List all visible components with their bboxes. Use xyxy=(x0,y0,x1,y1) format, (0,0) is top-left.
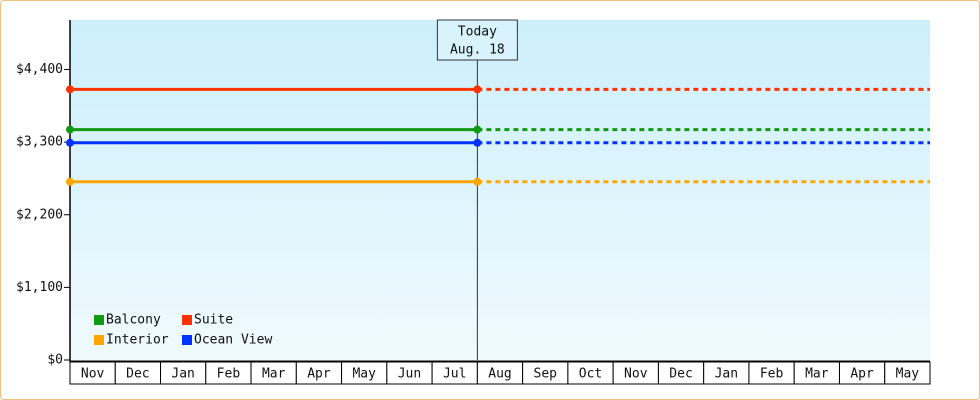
x-tick-label: Apr xyxy=(307,367,331,382)
x-tick-label: Feb xyxy=(760,367,784,382)
x-tick-label: Nov xyxy=(624,367,648,382)
today-label: Today xyxy=(458,25,497,40)
x-tick-label: May xyxy=(352,367,376,382)
point xyxy=(473,125,482,134)
legend-swatch xyxy=(94,315,104,325)
point xyxy=(66,177,74,186)
point xyxy=(473,85,482,94)
x-tick-label: Jul xyxy=(443,367,466,382)
y-tick-label: $4,400 xyxy=(16,62,63,77)
x-tick-label: Sep xyxy=(534,367,558,382)
today-box xyxy=(436,19,518,61)
y-tick-label: $0 xyxy=(47,353,63,368)
legend-swatch xyxy=(94,335,104,345)
x-tick-label: Dec xyxy=(126,367,149,382)
x-tick-label: Jan xyxy=(715,367,738,382)
x-cell xyxy=(884,361,931,385)
x-tick-label: Dec xyxy=(669,367,692,382)
plot-area xyxy=(70,20,930,360)
point xyxy=(66,138,74,147)
x-tick-label: May xyxy=(896,367,920,382)
point xyxy=(473,177,482,186)
x-tick-label: Aug xyxy=(488,367,511,382)
y-tick-label: $1,100 xyxy=(16,280,63,295)
legend-label: Balcony xyxy=(106,313,161,328)
point xyxy=(66,125,74,134)
x-tick-label: Mar xyxy=(805,367,829,382)
legend-swatch xyxy=(182,315,192,325)
x-tick-label: Jan xyxy=(171,367,194,382)
x-tick-label: Apr xyxy=(850,367,874,382)
x-tick-label: Jun xyxy=(398,367,421,382)
x-tick-label: Nov xyxy=(81,367,105,382)
x-tick-label: Oct xyxy=(579,367,602,382)
legend-label: Interior xyxy=(106,333,169,348)
point xyxy=(473,138,482,147)
today-label: Aug. 18 xyxy=(450,43,505,58)
legend-label: Ocean View xyxy=(194,333,272,348)
x-tick-label: Feb xyxy=(217,367,241,382)
legend-label: Suite xyxy=(194,313,233,328)
x-tick-label: Mar xyxy=(262,367,286,382)
legend-swatch xyxy=(182,335,192,345)
point xyxy=(66,85,74,94)
y-tick-label: $3,300 xyxy=(16,135,63,150)
y-tick-label: $2,200 xyxy=(16,207,63,222)
